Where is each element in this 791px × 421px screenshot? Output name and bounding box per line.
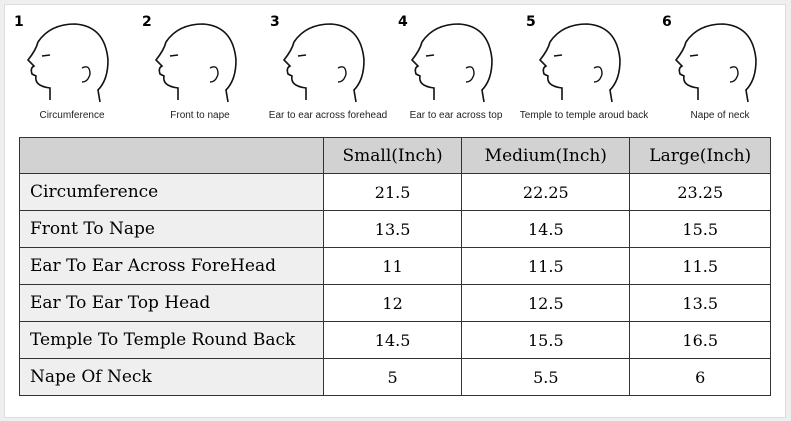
table-row: Temple To Temple Round Back 14.5 15.5 16.5 [19, 321, 771, 359]
figure-2: 2 Front to nape [140, 14, 260, 124]
size-value-cell: 5 [322, 358, 463, 396]
head-profile-icon [26, 23, 109, 103]
size-value-cell: 23.25 [629, 173, 771, 211]
measurement-label: Temple To Temple Round Back [19, 321, 324, 359]
table-row: Ear To Ear Across ForeHead 11 11.5 11.5 [19, 247, 771, 285]
figure-4: 4 Ear to ear across top [396, 14, 516, 124]
size-value-cell: 14.5 [461, 210, 631, 248]
size-value-cell: 6 [629, 358, 771, 396]
figure-caption: Ear to ear across forehead [268, 110, 388, 121]
size-chart-table: Small(Inch) Medium(Inch) Large(Inch) Circum… [19, 137, 771, 396]
measurement-label: Front To Nape [19, 210, 324, 248]
measurement-label: Ear To Ear Across ForeHead [19, 247, 324, 285]
measurement-label: Circumference [19, 173, 324, 211]
size-value-cell: 14.5 [322, 321, 463, 359]
figure-6: 6 Nape of neck [660, 14, 780, 124]
size-value-cell: 15.5 [629, 210, 771, 248]
size-value-cell: 11.5 [461, 247, 631, 285]
figure-5: 5 Temple to temple aroud back [520, 14, 648, 124]
figure-number: 3 [270, 14, 280, 30]
measurement-label: Nape Of Neck [19, 358, 324, 396]
figure-number: 1 [14, 14, 24, 30]
size-value-cell: 11 [322, 247, 463, 285]
figure-number: 4 [398, 14, 408, 30]
size-value-cell: 13.5 [629, 284, 771, 322]
head-profile-icon [538, 23, 621, 103]
column-header: Small(Inch) [322, 137, 463, 174]
head-profile-icon [674, 23, 757, 103]
head-profile-icon [154, 23, 237, 103]
measurement-label: Ear To Ear Top Head [19, 284, 324, 322]
figure-caption: Front to nape [170, 110, 230, 121]
figure-caption: Ear to ear across top [409, 110, 503, 121]
column-header: Medium(Inch) [461, 137, 631, 174]
figure-caption: Circumference [39, 110, 105, 121]
figure-caption: Nape of neck [690, 110, 750, 121]
figure-caption: Temple to temple aroud back [519, 110, 649, 121]
size-value-cell: 15.5 [461, 321, 631, 359]
figure-number: 6 [662, 14, 672, 30]
size-value-cell: 22.25 [461, 173, 631, 211]
size-value-cell: 16.5 [629, 321, 771, 359]
table-row: Circumference 21.5 22.25 23.25 [19, 173, 771, 211]
size-value-cell: 5.5 [461, 358, 631, 396]
column-header: Large(Inch) [629, 137, 771, 174]
size-value-cell: 12.5 [461, 284, 631, 322]
size-value-cell: 12 [322, 284, 463, 322]
figure-3: 3 Ear to ear across forehead [268, 14, 388, 124]
figure-1: 1 Circumference [12, 14, 132, 124]
table-header-row: Small(Inch) Medium(Inch) Large(Inch) [19, 137, 771, 174]
figure-number: 2 [142, 14, 152, 30]
table-row: Front To Nape 13.5 14.5 15.5 [19, 210, 771, 248]
measurement-figures: 1 Circumference 2 Front to nape 3 Ear to e… [0, 0, 791, 130]
table-row: Nape Of Neck 5 5.5 6 [19, 358, 771, 396]
size-value-cell: 21.5 [322, 173, 463, 211]
figure-number: 5 [526, 14, 536, 30]
column-header [19, 137, 324, 174]
table-row: Ear To Ear Top Head 12 12.5 13.5 [19, 284, 771, 322]
size-value-cell: 13.5 [322, 210, 463, 248]
head-profile-icon [410, 23, 493, 103]
head-profile-icon [282, 23, 365, 103]
size-value-cell: 11.5 [629, 247, 771, 285]
